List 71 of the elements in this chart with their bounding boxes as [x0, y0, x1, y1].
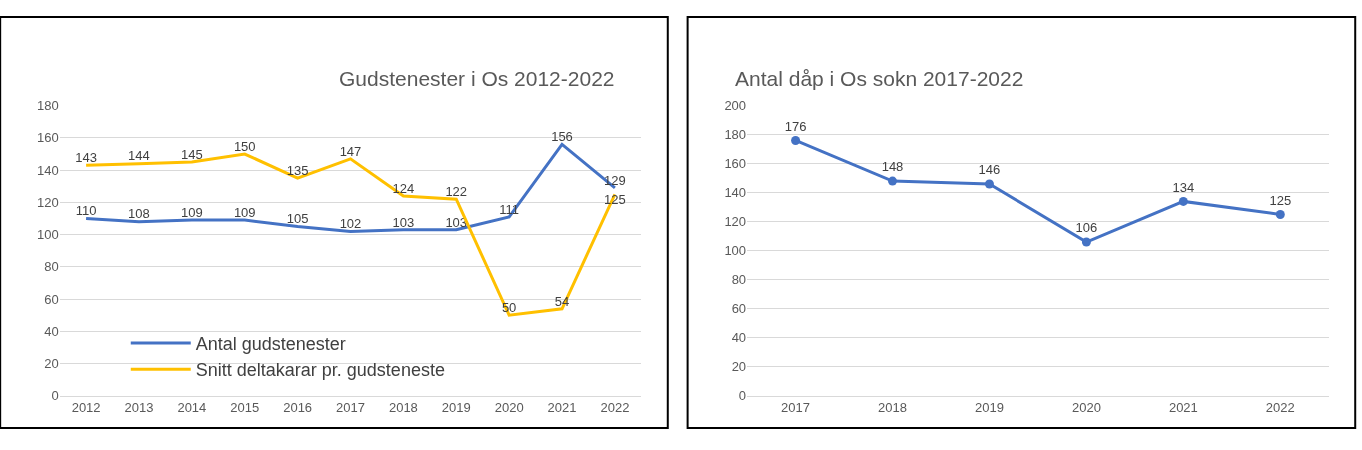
x-tick-label: 2013 — [124, 400, 154, 416]
y-tick-label: 40 — [731, 330, 747, 346]
point — [1178, 196, 1188, 206]
y-tick-label: 140 — [724, 185, 747, 201]
y-tick-label: 0 — [51, 388, 59, 404]
y-tick-label: 40 — [44, 323, 59, 339]
x-tick-label: 2018 — [878, 400, 907, 416]
y-tick-label: 160 — [36, 130, 59, 146]
data-label: 156 — [551, 129, 573, 145]
x-tick-label: 2015 — [230, 400, 260, 416]
data-label: 150 — [233, 138, 256, 154]
x-tick-label: 2020 — [1071, 400, 1101, 416]
data-label: 143 — [75, 150, 97, 166]
x-tick-label: 2022 — [600, 400, 630, 416]
data-label: 124 — [392, 180, 415, 196]
data-label: 135 — [286, 162, 309, 178]
data-label: 106 — [1075, 220, 1098, 236]
data-label: 146 — [978, 162, 1001, 178]
data-label: 144 — [128, 148, 150, 164]
y-tick-label: 180 — [724, 127, 747, 143]
x-tick-label: 2021 — [1168, 400, 1198, 416]
y-tick-label: 20 — [731, 359, 747, 375]
y-tick-label: 80 — [731, 272, 747, 288]
data-label: 102 — [339, 216, 362, 232]
x-tick-label: 2017 — [781, 400, 811, 416]
y-tick-label: 120 — [36, 194, 59, 210]
chart-title: Antal dåp i Os sokn 2017-2022 — [735, 67, 1024, 90]
data-label: 109 — [233, 204, 256, 220]
data-label: 105 — [286, 211, 309, 227]
y-tick-label: 60 — [44, 291, 59, 307]
x-tick-label: 2017 — [336, 400, 365, 416]
data-label: 103 — [392, 214, 415, 230]
y-tick-label: 0 — [738, 388, 747, 404]
data-label: 147 — [339, 143, 362, 159]
data-label: 110 — [75, 203, 97, 219]
data-label: 125 — [1269, 192, 1292, 208]
y-tick-label: 20 — [44, 356, 59, 372]
point — [791, 135, 801, 145]
point — [984, 179, 994, 189]
y-tick-label: 180 — [36, 98, 59, 114]
x-tick-label: 2019 — [441, 400, 471, 416]
data-label: 148 — [881, 159, 904, 175]
data-label: 176 — [784, 118, 807, 134]
y-tick-label: 160 — [724, 156, 747, 172]
x-tick-label: 2018 — [388, 400, 418, 416]
x-tick-label: 2014 — [177, 400, 207, 416]
y-tick-label: 100 — [36, 227, 59, 243]
y-tick-label: 80 — [44, 259, 59, 275]
chart-title: Gudstenester i Os 2012-2022 — [339, 67, 615, 90]
legend-label: Antal gudstenester — [195, 333, 346, 354]
x-tick-label: 2022 — [1265, 400, 1295, 416]
point — [888, 176, 898, 186]
data-label: 109 — [181, 204, 203, 220]
data-label: 145 — [181, 146, 203, 162]
x-tick-label: 2012 — [71, 400, 101, 416]
y-tick-label: 120 — [724, 214, 747, 230]
point — [1275, 209, 1285, 219]
y-tick-label: 200 — [724, 98, 747, 114]
x-tick-label: 2020 — [494, 400, 524, 416]
x-tick-label: 2019 — [975, 400, 1004, 416]
y-tick-label: 100 — [724, 243, 747, 259]
data-label: 129 — [604, 172, 626, 188]
y-tick-label: 60 — [731, 301, 747, 317]
data-label: 122 — [445, 183, 468, 199]
y-tick-label: 140 — [36, 162, 59, 178]
legend-label: Snitt deltakarar pr. gudsteneste — [195, 360, 445, 381]
data-label: 134 — [1172, 179, 1195, 195]
data-label: 108 — [128, 206, 150, 222]
point — [1081, 237, 1091, 247]
x-tick-label: 2021 — [547, 400, 577, 416]
x-tick-label: 2016 — [283, 400, 313, 416]
